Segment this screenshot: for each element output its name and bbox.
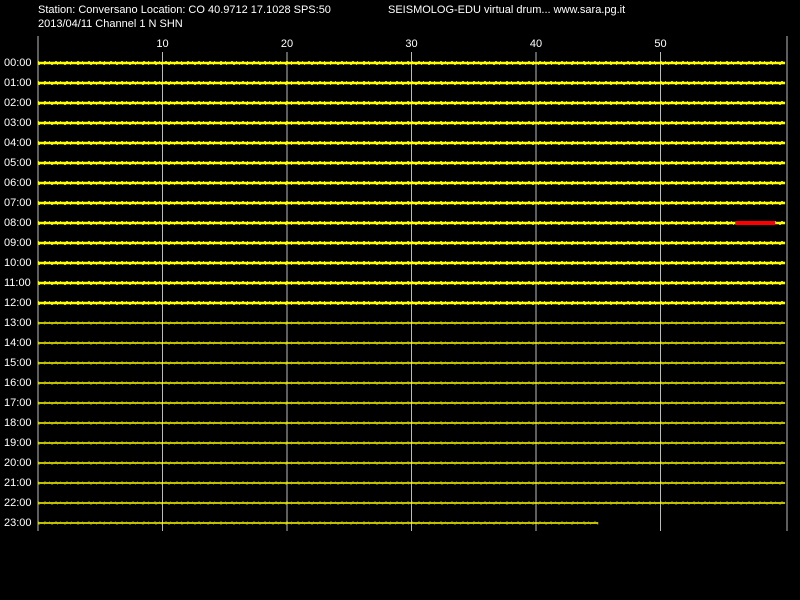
- header-station: Station: Conversano Location: CO 40.9712…: [38, 4, 331, 16]
- row-label: 16:00: [4, 377, 32, 389]
- row-label: 09:00: [4, 237, 32, 249]
- row-label: 05:00: [4, 157, 32, 169]
- row-label: 04:00: [4, 137, 32, 149]
- row-label: 14:00: [4, 337, 32, 349]
- row-label: 00:00: [4, 57, 32, 69]
- row-label: 19:00: [4, 437, 32, 449]
- row-label: 21:00: [4, 477, 32, 489]
- row-label: 23:00: [4, 517, 32, 529]
- row-label: 11:00: [4, 277, 31, 289]
- row-label: 08:00: [4, 217, 32, 229]
- x-tick-label: 10: [156, 38, 168, 50]
- row-label: 15:00: [4, 357, 32, 369]
- x-tick-label: 20: [281, 38, 293, 50]
- row-label: 13:00: [4, 317, 32, 329]
- row-label: 03:00: [4, 117, 32, 129]
- row-label: 07:00: [4, 197, 32, 209]
- row-label: 02:00: [4, 97, 32, 109]
- header-date: 2013/04/11 Channel 1 N SHN: [38, 18, 183, 30]
- row-label: 20:00: [4, 457, 32, 469]
- row-label: 17:00: [4, 397, 32, 409]
- row-label: 18:00: [4, 417, 32, 429]
- x-tick-label: 40: [530, 38, 542, 50]
- header-title: SEISMOLOG-EDU virtual drum... www.sara.p…: [388, 4, 625, 16]
- row-label: 22:00: [4, 497, 32, 509]
- row-label: 12:00: [4, 297, 32, 309]
- row-label: 06:00: [4, 177, 32, 189]
- x-tick-label: 50: [654, 38, 666, 50]
- row-label: 01:00: [4, 77, 32, 89]
- row-label: 10:00: [4, 257, 32, 269]
- x-tick-label: 30: [405, 38, 417, 50]
